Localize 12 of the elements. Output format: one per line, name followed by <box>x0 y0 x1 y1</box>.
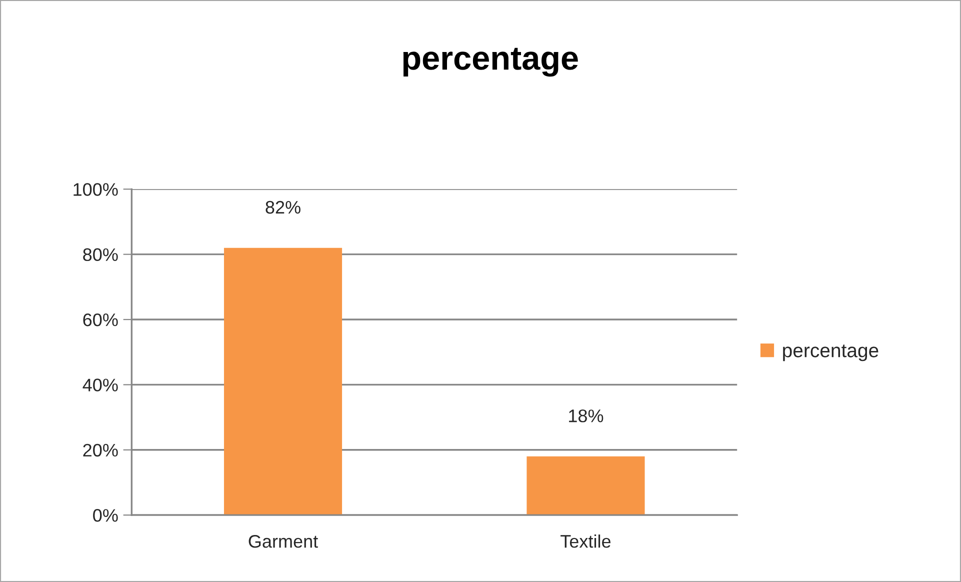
y-tick-label: 40% <box>82 378 118 392</box>
y-tick-label: 100% <box>74 183 118 196</box>
y-tick-label: 60% <box>83 313 118 326</box>
y-tick-label: 20% <box>83 444 118 457</box>
x-tick-label: Textile <box>560 534 611 548</box>
legend-label: percentage <box>783 344 878 362</box>
y-tick-label: 0% <box>93 509 118 522</box>
text: 18% <box>569 409 604 422</box>
text: 82% <box>266 200 300 214</box>
x-tick-label: Garment <box>248 534 318 548</box>
chart-title: percentage <box>403 48 578 77</box>
y-tick-label: 80% <box>83 248 118 262</box>
